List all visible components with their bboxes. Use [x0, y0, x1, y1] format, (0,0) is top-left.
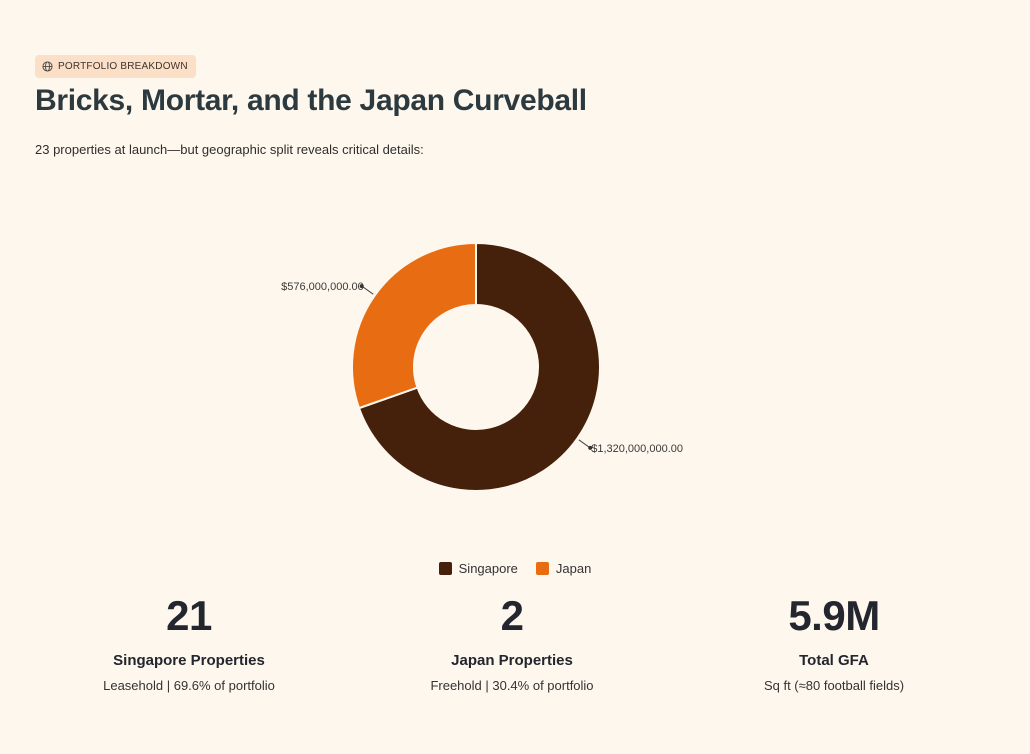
legend-label-singapore: Singapore: [458, 561, 518, 576]
legend-item-japan[interactable]: Japan: [535, 561, 592, 576]
legend-label-japan: Japan: [555, 561, 592, 576]
stats-row: 21 Singapore Properties Leasehold | 69.6…: [0, 590, 1030, 720]
donut-slice-japan[interactable]: [351, 241, 477, 410]
badge-label: PORTFOLIO BREAKDOWN: [58, 61, 188, 72]
stat-singapore: 21 Singapore Properties Leasehold | 69.6…: [39, 590, 339, 693]
donut-slice-singapore[interactable]: [357, 241, 601, 492]
section-badge: PORTFOLIO BREAKDOWN: [35, 55, 196, 78]
stat-description: Sq ft (≈80 football fields): [763, 678, 905, 693]
stat-japan: 2 Japan Properties Freehold | 30.4% of p…: [362, 590, 662, 693]
legend-item-singapore[interactable]: Singapore: [438, 561, 518, 576]
stat-gfa: 5.9M Total GFA Sq ft (≈80 football field…: [684, 590, 984, 693]
stat-label: Total GFA: [799, 652, 869, 669]
legend-swatch-japan: [535, 562, 549, 575]
stat-value: 2: [500, 592, 524, 639]
stat-description: Freehold | 30.4% of portfolio: [430, 678, 594, 693]
chart-legend: Singapore Japan: [0, 561, 1030, 576]
leader-dot-singapore: [588, 445, 593, 450]
stat-description: Leasehold | 69.6% of portfolio: [103, 678, 275, 693]
stat-value: 21: [166, 592, 212, 639]
stat-label: Japan Properties: [451, 652, 573, 669]
legend-swatch-singapore: [438, 562, 452, 575]
data-label-singapore: $1,320,000,000.00: [591, 443, 683, 455]
stat-label: Singapore Properties: [113, 652, 265, 669]
stat-value: 5.9M: [788, 592, 880, 639]
globe-icon: [42, 61, 53, 72]
leader-line-singapore: [578, 439, 591, 449]
page-title: Bricks, Mortar, and the Japan Curveball: [35, 84, 587, 117]
leader-dot-japan: [359, 284, 364, 289]
data-label-japan: $576,000,000.00: [281, 281, 364, 293]
leader-line-japan: [361, 285, 374, 295]
page-subtitle: 23 properties at launch—but geographic s…: [35, 142, 424, 157]
